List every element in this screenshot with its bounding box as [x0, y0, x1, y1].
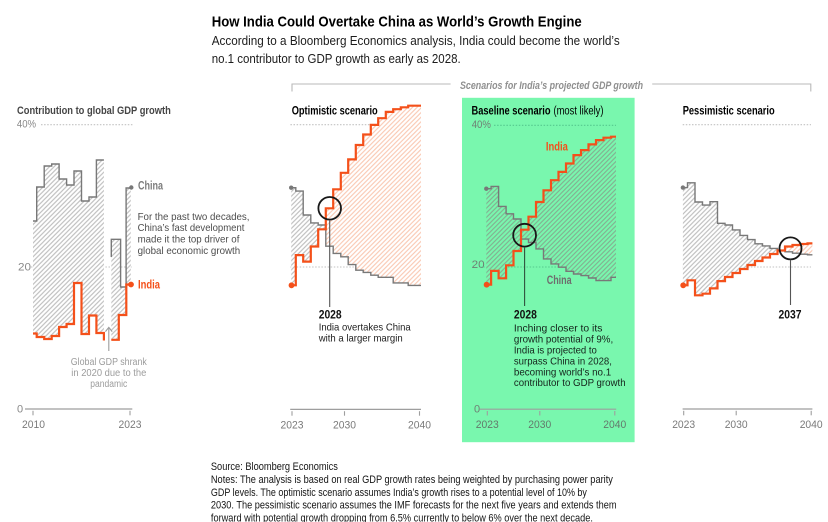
svg-text:Source: Bloomberg Economics: Source: Bloomberg Economics: [211, 461, 338, 473]
svg-text:no.1 contributor to GDP growth: no.1 contributor to GDP growth as early …: [212, 52, 461, 66]
svg-text:becoming world’s no.1: becoming world’s no.1: [514, 366, 611, 378]
svg-text:For the past two decades,: For the past two decades,: [138, 211, 250, 223]
svg-text:2023: 2023: [281, 419, 304, 431]
svg-text:2040: 2040: [408, 419, 431, 431]
svg-text:2030: 2030: [528, 419, 551, 431]
svg-text:2023: 2023: [672, 419, 695, 431]
svg-text:2040: 2040: [603, 419, 626, 431]
svg-text:2023: 2023: [476, 419, 499, 431]
svg-text:2023: 2023: [119, 419, 142, 431]
svg-text:2010: 2010: [22, 419, 45, 431]
svg-text:2040: 2040: [800, 419, 823, 431]
svg-text:2030: 2030: [333, 419, 356, 431]
svg-text:Global GDP shrank: Global GDP shrank: [71, 357, 148, 368]
svg-text:How India Could Overtake China: How India Could Overtake China as World’…: [212, 14, 582, 31]
svg-text:2030: 2030: [725, 419, 748, 431]
svg-text:pandamic: pandamic: [90, 379, 127, 390]
svg-text:2030. The pessimistic scenario: 2030. The pessimistic scenario assumes t…: [211, 500, 617, 512]
svg-text:0: 0: [474, 404, 480, 416]
svg-text:40%: 40%: [472, 119, 491, 131]
svg-text:China: China: [138, 181, 163, 193]
svg-text:20: 20: [472, 259, 485, 271]
svg-text:India is projected to: India is projected to: [514, 345, 597, 357]
svg-text:Baseline scenario(most likely): Baseline scenario (most likely): [472, 106, 604, 118]
svg-text:Scenarios for India’s projecte: Scenarios for India’s projected GDP grow…: [460, 80, 643, 92]
svg-text:contributor to GDP growth: contributor to GDP growth: [514, 377, 626, 389]
svg-text:2037: 2037: [779, 307, 802, 321]
svg-text:global economic growth: global economic growth: [138, 245, 241, 257]
svg-text:According to a Bloomberg Econo: According to a Bloomberg Economics analy…: [212, 34, 620, 48]
svg-text:with a larger margin: with a larger margin: [318, 332, 403, 344]
svg-text:2028: 2028: [319, 307, 342, 321]
svg-text:China’s fast development: China’s fast development: [138, 222, 245, 234]
svg-text:India overtakes China: India overtakes China: [319, 321, 411, 333]
svg-text:40%: 40%: [17, 118, 36, 130]
svg-text:forward with potential growth: forward with potential growth dropping f…: [211, 512, 593, 522]
svg-text:0: 0: [17, 404, 23, 416]
svg-text:GDP levels. The optimistic sce: GDP levels. The optimistic scenario assu…: [211, 487, 587, 499]
svg-text:India: India: [138, 279, 160, 291]
svg-text:2028: 2028: [514, 307, 537, 321]
svg-text:China: China: [547, 275, 572, 287]
svg-text:surpass China in 2028,: surpass China in 2028,: [514, 355, 612, 367]
svg-text:made it the top driver of: made it the top driver of: [138, 234, 240, 246]
svg-text:20: 20: [18, 262, 31, 274]
svg-text:in 2020 due to the: in 2020 due to the: [71, 368, 146, 379]
svg-text:Inching closer to its: Inching closer to its: [514, 323, 603, 335]
svg-text:growth potential of 9%,: growth potential of 9%,: [514, 334, 613, 346]
svg-text:Pessimistic scenario: Pessimistic scenario: [683, 106, 775, 118]
svg-text:Contribution to global GDP gro: Contribution to global GDP growth: [17, 105, 171, 117]
svg-text:Optimistic scenario: Optimistic scenario: [292, 106, 378, 118]
svg-text:Notes: The analysis is based o: Notes: The analysis is based on real GDP…: [211, 474, 613, 486]
svg-text:India: India: [546, 141, 568, 153]
